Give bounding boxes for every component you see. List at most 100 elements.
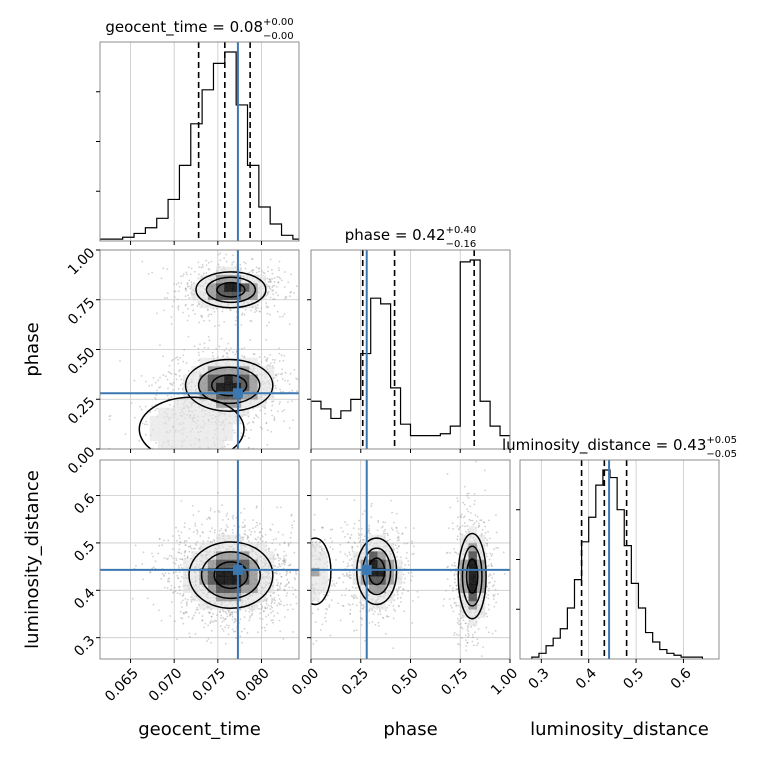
sample-point: [179, 357, 181, 359]
sample-point: [228, 625, 230, 627]
sample-point: [304, 557, 306, 559]
sample-point: [276, 584, 278, 586]
sample-point: [285, 545, 287, 547]
sample-point: [226, 616, 228, 618]
sample-point: [300, 284, 302, 286]
sample-point: [274, 602, 276, 604]
sample-point: [252, 271, 254, 273]
sample-point: [271, 269, 273, 271]
sample-point: [301, 302, 303, 304]
sample-point: [345, 588, 347, 590]
sample-point: [245, 263, 247, 265]
sample-point: [206, 272, 208, 274]
sample-point: [267, 278, 269, 280]
sample-point: [364, 510, 366, 512]
sample-point: [244, 314, 246, 316]
sample-point: [270, 362, 272, 364]
sample-point: [348, 603, 350, 605]
sample-point: [233, 261, 235, 263]
sample-point: [214, 620, 216, 622]
sample-point: [167, 587, 169, 589]
sample-point: [267, 266, 269, 268]
sample-point: [447, 473, 449, 475]
sample-point: [375, 624, 377, 626]
density-cell: [183, 441, 192, 450]
sample-point: [198, 354, 200, 356]
sample-point: [151, 272, 153, 274]
sample-point: [171, 601, 173, 603]
sample-point: [467, 630, 469, 632]
density-cell: [249, 593, 258, 602]
sample-point: [169, 404, 171, 406]
sample-point: [183, 542, 185, 544]
sample-point: [212, 352, 214, 354]
sample-point: [219, 259, 221, 261]
sample-point: [177, 453, 179, 455]
sample-point: [176, 540, 178, 542]
density-cell: [224, 543, 233, 552]
sample-point: [221, 338, 223, 340]
sample-point: [159, 377, 161, 379]
sample-point: [488, 519, 490, 521]
sample-point: [266, 603, 268, 605]
sample-point: [177, 359, 179, 361]
density-cell: [175, 399, 184, 408]
sample-point: [277, 553, 279, 555]
sample-point: [466, 642, 468, 644]
sample-point: [280, 506, 282, 508]
sample-point: [369, 610, 371, 612]
sample-point: [187, 308, 189, 310]
sample-point: [170, 396, 172, 398]
sample-point: [448, 527, 450, 529]
sample-point: [139, 406, 141, 408]
sample-point: [266, 286, 268, 288]
sample-point: [286, 604, 288, 606]
sample-point: [496, 532, 498, 534]
scatter-panel-geocent_time-vs-phase: 0.000.250.500.751.00: [65, 245, 321, 501]
sample-point: [259, 523, 261, 525]
sample-point: [307, 410, 309, 412]
sample-point: [269, 281, 271, 283]
sample-point: [161, 461, 163, 463]
sample-point: [154, 410, 156, 412]
sample-point: [182, 623, 184, 625]
sample-point: [283, 562, 285, 564]
sample-point: [325, 608, 327, 610]
sample-point: [276, 579, 278, 581]
sample-point: [282, 360, 284, 362]
sample-point: [175, 563, 177, 565]
sample-point: [284, 616, 286, 618]
sample-point: [200, 267, 202, 269]
sample-point: [222, 617, 224, 619]
sample-point: [244, 519, 246, 521]
sample-point: [247, 423, 249, 425]
sample-point: [342, 566, 344, 568]
sample-point: [221, 533, 223, 535]
sample-point: [266, 624, 268, 626]
sample-point: [347, 563, 349, 565]
sample-point: [477, 638, 479, 640]
sample-point: [301, 603, 303, 605]
sample-point: [197, 261, 199, 263]
sample-point: [270, 431, 272, 433]
sample-point: [240, 618, 242, 620]
sample-point: [179, 593, 181, 595]
sample-point: [397, 594, 399, 596]
sample-point: [149, 452, 151, 454]
sample-point: [277, 589, 279, 591]
sample-point: [206, 518, 208, 520]
sample-point: [220, 615, 222, 617]
sample-point: [474, 631, 476, 633]
title-lower-error-geocent_time: −0.00: [263, 31, 294, 42]
sample-point: [358, 535, 360, 537]
sample-point: [307, 587, 309, 589]
sample-point: [199, 535, 201, 537]
sample-point: [308, 581, 310, 583]
sample-point: [278, 594, 280, 596]
sample-point: [185, 305, 187, 307]
sample-point: [244, 530, 246, 532]
density-cell: [224, 283, 233, 292]
sample-point: [400, 556, 402, 558]
sample-point: [178, 388, 180, 390]
